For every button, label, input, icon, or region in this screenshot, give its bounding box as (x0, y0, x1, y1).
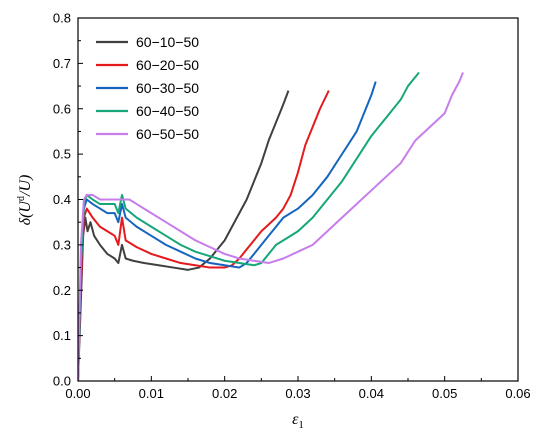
y-axis-label-main: δ(U (17, 200, 34, 226)
y-tick-label: 0.7 (53, 56, 71, 71)
legend-label: 60−50−50 (136, 126, 199, 142)
ticks-layer: 0.00 0.01 0.02 0.03 0.04 0.05 0.06 0.0 0.1 0.2 0.3… (53, 11, 531, 402)
x-tick-label: 0.05 (432, 386, 457, 401)
series-line-4 (78, 71, 420, 381)
y-axis-label-sup: d (16, 196, 27, 201)
series-line-2 (78, 90, 330, 381)
y-tick-label: 0.2 (53, 283, 71, 298)
x-axis-label: ε1 (292, 411, 304, 431)
series-layer (78, 71, 464, 381)
x-axis-label-sub: 1 (298, 419, 304, 431)
series-line-5 (78, 72, 464, 381)
y-tick-label: 0.0 (53, 374, 71, 389)
x-axis-label-main: ε (292, 411, 299, 428)
x-tick-label: 0.00 (65, 386, 90, 401)
legend-label: 60−10−50 (136, 34, 199, 50)
series-line-3 (78, 81, 377, 381)
y-tick-label: 0.4 (53, 192, 71, 207)
legend-label: 60−40−50 (136, 103, 199, 119)
x-tick-label: 0.03 (285, 386, 310, 401)
series-line-1 (78, 90, 290, 381)
legend-label: 60−20−50 (136, 57, 199, 73)
y-tick-label: 0.1 (53, 328, 71, 343)
x-tick-label: 0.02 (212, 386, 237, 401)
x-tick-label: 0.06 (505, 386, 530, 401)
y-tick-label: 0.8 (53, 11, 71, 26)
legend-label: 60−30−50 (136, 80, 199, 96)
legend: 60−10−50 60−20−50 60−30−50 60−40−50 60−50−50 (96, 34, 199, 142)
y-tick-label: 0.6 (53, 101, 71, 116)
y-axis-label: δ(Ud/U) (16, 175, 34, 226)
y-tick-label: 0.3 (53, 237, 71, 252)
y-axis-label-tail: /U) (17, 175, 34, 197)
x-tick-label: 0.04 (359, 386, 384, 401)
x-tick-label: 0.01 (139, 386, 164, 401)
y-tick-label: 0.5 (53, 147, 71, 162)
